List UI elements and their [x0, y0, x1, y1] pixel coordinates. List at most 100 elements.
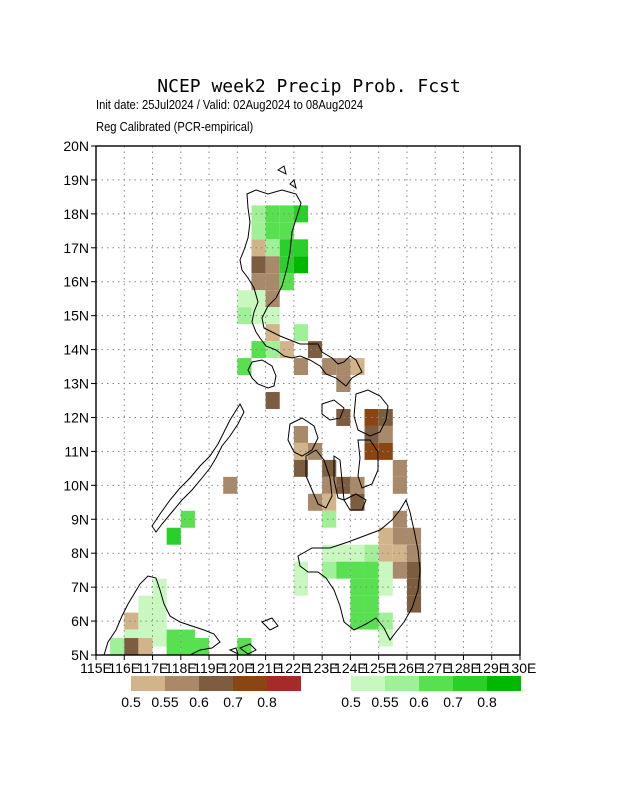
dry-legend-swatch	[199, 676, 233, 691]
lat-tick-label: 6N	[71, 613, 89, 629]
forecast-cell	[392, 527, 407, 545]
mindoro-coast	[247, 359, 277, 389]
forecast-cell	[322, 544, 337, 562]
wet-legend-swatch	[487, 676, 521, 691]
forecast-cell	[392, 459, 407, 477]
forecast-cell	[378, 544, 393, 562]
bohol-coast	[343, 493, 367, 511]
forecast-cell	[138, 612, 153, 630]
forecast-cell	[237, 307, 252, 325]
wet-legend-label: 0.7	[443, 694, 463, 710]
wet-legend-label: 0.6	[409, 694, 429, 710]
lon-tick-label: 116E	[108, 660, 140, 676]
forecast-cell	[124, 612, 139, 630]
forecast-cell	[350, 612, 365, 630]
dry-legend-swatch	[165, 676, 199, 691]
forecast-cell	[336, 476, 351, 494]
forecast-cell	[308, 442, 323, 460]
forecast-cells	[110, 205, 422, 655]
forecast-cell	[336, 408, 351, 426]
lon-tick-label: 118E	[165, 660, 197, 676]
forecast-cell	[350, 595, 365, 613]
leyte-coast	[357, 439, 379, 489]
dry-legend-label: 0.6	[189, 694, 209, 710]
lat-tick-label: 17N	[63, 240, 89, 256]
lon-tick-label: 128E	[447, 660, 480, 676]
lon-tick-label: 124E	[334, 660, 367, 676]
forecast-cell	[251, 341, 266, 359]
wet-legend-label: 0.55	[371, 694, 398, 710]
forecast-cell	[279, 205, 294, 223]
luzon-coast	[239, 189, 363, 387]
forecast-cell	[322, 358, 337, 376]
dry-legend-label: 0.7	[223, 694, 243, 710]
forecast-cell	[194, 638, 210, 655]
forecast-cell	[293, 358, 308, 376]
forecast-cell	[265, 222, 280, 240]
forecast-cell	[251, 273, 266, 291]
forecast-cell	[279, 222, 294, 240]
forecast-cell	[293, 256, 308, 274]
dry-legend-label: 0.5	[121, 694, 141, 710]
forecast-cell	[251, 290, 266, 308]
forecast-cell	[265, 392, 280, 409]
lon-tick-label: 127E	[419, 660, 452, 676]
lat-tick-label: 20N	[63, 138, 89, 154]
forecast-cell	[279, 341, 294, 359]
forecast-cell	[124, 638, 139, 655]
forecast-cell	[237, 290, 252, 308]
dry-legend-label: 0.8	[257, 694, 277, 710]
lon-tick-label: 120E	[221, 660, 254, 676]
wet-legend-label: 0.5	[341, 694, 361, 710]
forecast-cell	[223, 476, 238, 494]
lon-tick-label: 121E	[249, 660, 282, 676]
forecast-cell	[138, 595, 153, 613]
borneo-coast	[103, 575, 221, 655]
forecast-cell	[364, 425, 379, 443]
forecast-cell	[350, 493, 365, 511]
forecast-cell	[308, 493, 323, 511]
calibration-label: Reg Calibrated (PCR-empirical)	[96, 119, 254, 134]
forecast-cell	[265, 290, 280, 308]
forecast-cell	[322, 476, 337, 494]
lat-tick-label: 7N	[71, 579, 89, 595]
lat-tick-label: 12N	[63, 409, 89, 425]
lon-tick-label: 129E	[475, 660, 508, 676]
dry-legend-label: 0.55	[151, 694, 178, 710]
forecast-cell	[293, 324, 308, 342]
forecast-cell	[152, 629, 167, 647]
forecast-cell	[378, 425, 393, 443]
forecast-cell	[251, 256, 266, 274]
lat-tick-label: 14N	[63, 342, 89, 358]
forecast-cell	[406, 561, 422, 579]
forecast-cell	[336, 358, 351, 376]
forecast-cell	[378, 578, 393, 596]
forecast-cell	[138, 638, 153, 655]
legend: 0.5 0.55 0.6 0.7 0.8 0.5 0.55 0.6 0.7 0.8	[121, 676, 521, 710]
lon-tick-label: 119E	[193, 660, 225, 676]
lat-tick-label: 10N	[63, 477, 89, 493]
forecast-cell	[406, 595, 422, 613]
lon-tick-label: 130E	[504, 660, 537, 676]
forecast-cell	[406, 527, 422, 545]
lon-tick-label: 122E	[278, 660, 311, 676]
masbate-coast	[321, 399, 345, 421]
forecast-cell	[110, 638, 125, 655]
forecast-cell	[251, 239, 266, 257]
forecast-cell	[350, 358, 365, 376]
map-axes: 5N 6N 7N 8N 9N 10N 11N 12N 13N 14N 15N 16N 17N 18N 19N…	[63, 138, 536, 676]
forecast-cell	[350, 561, 365, 579]
forecast-cell	[350, 476, 365, 494]
forecast-cell	[265, 256, 280, 274]
lon-tick-label: 117E	[137, 660, 169, 676]
batanes-islands	[277, 165, 297, 190]
wet-legend-swatch	[385, 676, 419, 691]
forecast-cell	[152, 612, 167, 630]
lat-tick-label: 15N	[63, 308, 89, 324]
forecast-cell	[392, 561, 407, 579]
negros-coast	[305, 449, 333, 509]
init-valid-dates: Init date: 25Jul2024 / Valid: 02Aug2024 …	[96, 97, 364, 112]
forecast-cell	[251, 222, 266, 240]
lon-tick-label: 115E	[80, 660, 112, 676]
forecast-cell	[350, 578, 365, 596]
